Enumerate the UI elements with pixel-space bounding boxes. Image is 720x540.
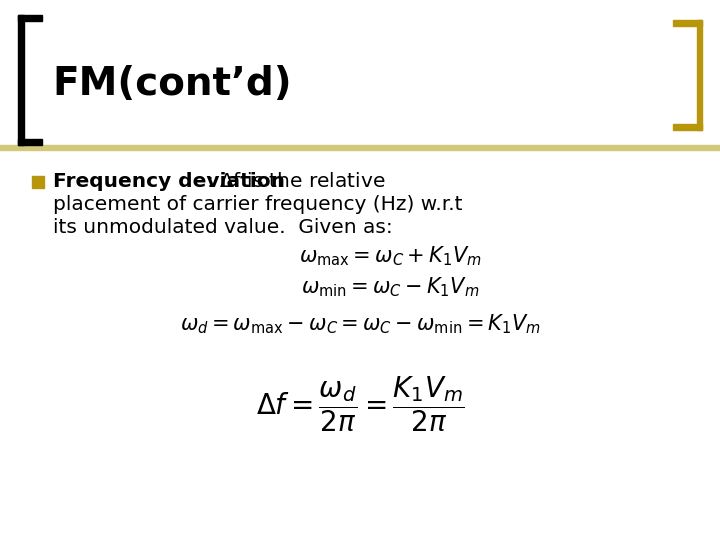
Bar — [32, 176, 44, 188]
Bar — [673, 124, 702, 130]
Bar — [18, 139, 42, 145]
Bar — [18, 15, 42, 21]
Text: Frequency deviation: Frequency deviation — [53, 172, 285, 191]
Text: $\omega_{\mathrm{min}} = \omega_C - K_1 V_m$: $\omega_{\mathrm{min}} = \omega_C - K_1 … — [301, 275, 479, 299]
Text: FM(cont’d): FM(cont’d) — [52, 65, 292, 103]
Text: : $\Delta$f is the relative: : $\Delta$f is the relative — [206, 172, 386, 191]
Bar — [18, 15, 24, 145]
Text: placement of carrier frequency (Hz) w.r.t: placement of carrier frequency (Hz) w.r.… — [53, 195, 462, 214]
Bar — [673, 20, 702, 26]
Bar — [0, 145, 720, 150]
Text: $\Delta f = \dfrac{\omega_d}{2\pi} = \dfrac{K_1 V_m}{2\pi}$: $\Delta f = \dfrac{\omega_d}{2\pi} = \df… — [256, 375, 464, 435]
Text: $\omega_{\mathrm{max}} = \omega_C + K_1 V_m$: $\omega_{\mathrm{max}} = \omega_C + K_1 … — [299, 244, 481, 268]
Bar — [697, 20, 702, 130]
Text: its unmodulated value.  Given as:: its unmodulated value. Given as: — [53, 218, 392, 237]
Text: $\omega_d = \omega_{\mathrm{max}} - \omega_C = \omega_C - \omega_{\mathrm{min}} : $\omega_d = \omega_{\mathrm{max}} - \ome… — [180, 312, 540, 335]
